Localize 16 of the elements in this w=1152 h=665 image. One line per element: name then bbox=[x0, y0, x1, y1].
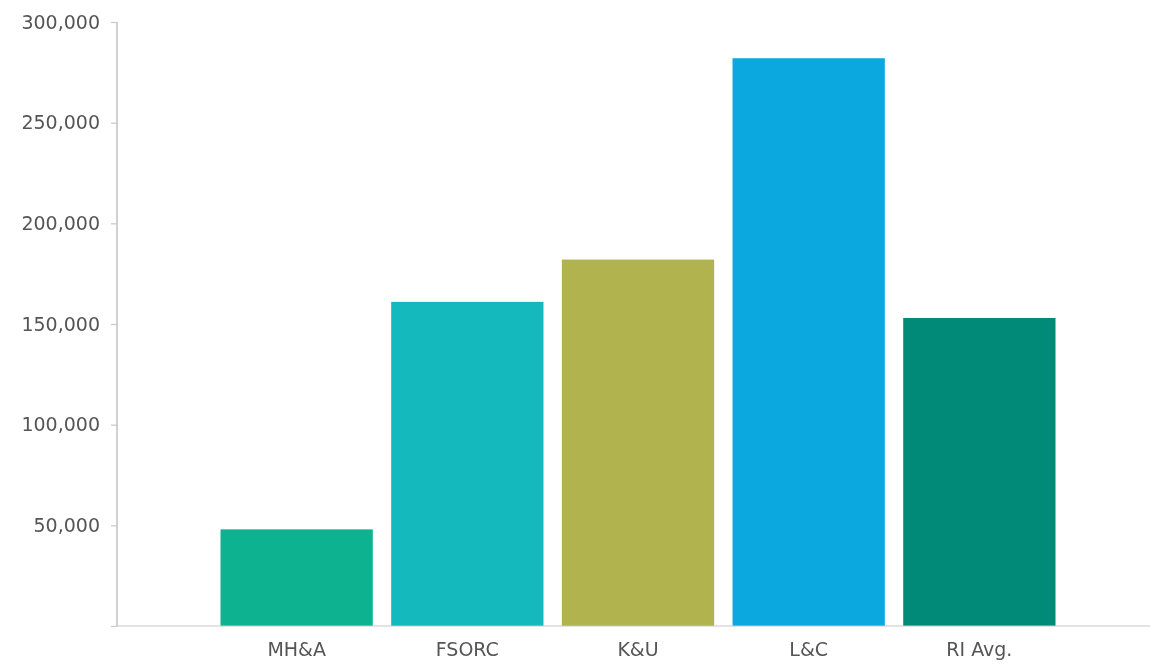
y-tick-label: 150,000 bbox=[21, 312, 100, 335]
x-tick-label: K&U bbox=[617, 638, 659, 660]
y-tick-label: 300,000 bbox=[21, 10, 100, 33]
x-tick-label: FSORC bbox=[435, 638, 499, 660]
y-tick-label: 200,000 bbox=[21, 211, 100, 234]
y-tick-label: 50,000 bbox=[33, 513, 100, 536]
x-tick-label: L&C bbox=[789, 638, 829, 660]
y-tick-label: 250,000 bbox=[21, 111, 100, 134]
bar bbox=[732, 58, 885, 626]
bar bbox=[220, 529, 373, 626]
x-tick-label: MH&A bbox=[267, 638, 326, 660]
x-tick-label: RI Avg. bbox=[946, 638, 1013, 660]
bar bbox=[391, 301, 544, 626]
y-tick-label: 100,000 bbox=[21, 413, 100, 436]
bar bbox=[561, 259, 715, 626]
bar bbox=[903, 317, 1056, 626]
